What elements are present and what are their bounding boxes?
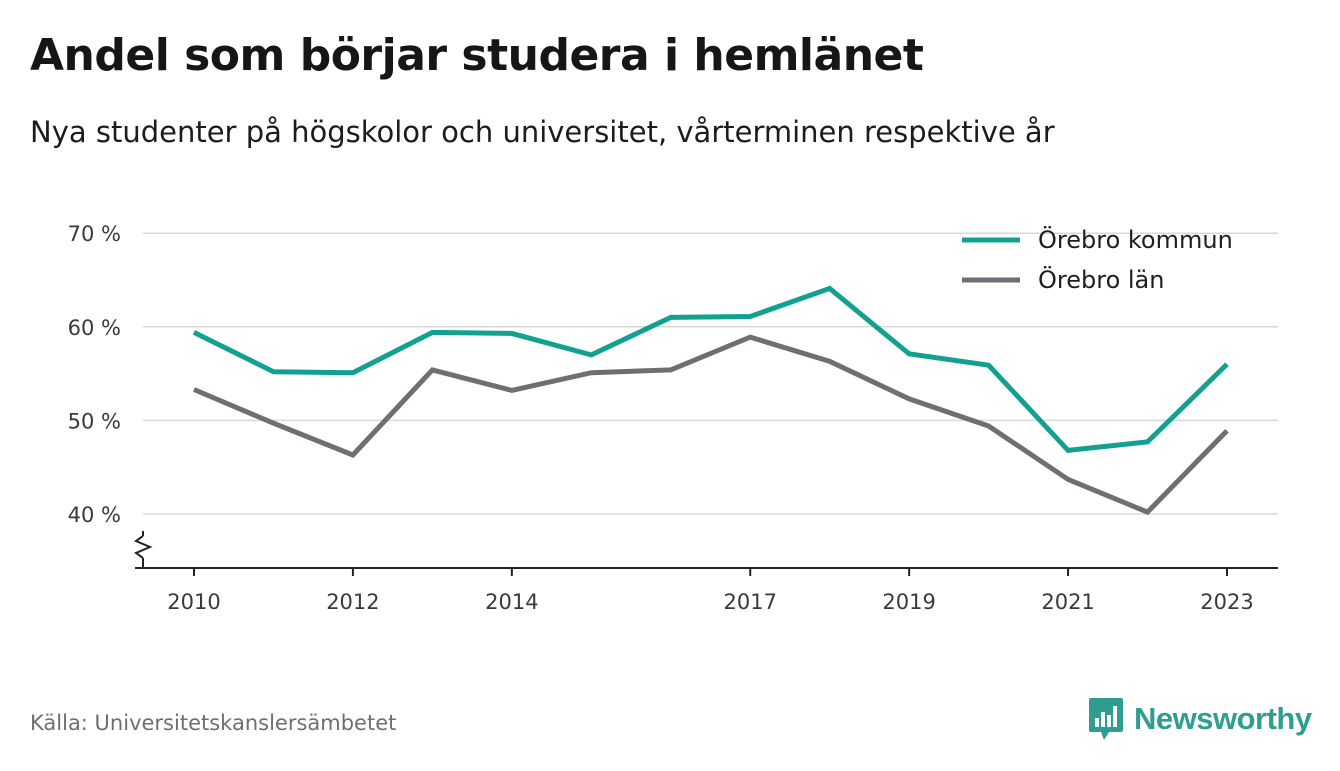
brand-name: Newsworthy — [1134, 701, 1312, 736]
chart-subtitle: Nya studenter på högskolor och universit… — [30, 115, 1055, 149]
series-line-orebro-lan — [193, 334, 1229, 516]
y-tick-label: 50 % — [68, 409, 121, 433]
source-note: Källa: Universitetskanslersämbetet — [30, 711, 397, 735]
x-tick-label: 2012 — [326, 590, 379, 614]
y-tick-label: 40 % — [68, 503, 121, 527]
axis-break-icon — [133, 535, 153, 559]
x-tick-label: 2023 — [1200, 590, 1253, 614]
x-tick-label: 2017 — [724, 590, 777, 614]
x-tick-label: 2014 — [485, 590, 538, 614]
y-tick-label: 70 % — [68, 222, 121, 246]
x-tick-label: 2019 — [882, 590, 935, 614]
legend-label: Örebro kommun — [1038, 225, 1233, 254]
series-line-orebro-kommun — [192, 285, 1229, 454]
bar-chart-speech-bubble-icon — [1089, 698, 1123, 740]
chart-title: Andel som börjar studera i hemlänet — [30, 30, 924, 81]
y-tick-label: 60 % — [68, 316, 121, 340]
line-chart: 40 % 50 % 60 % 70 % 2010 2012 2014 2017 2019 2021… — [68, 222, 1278, 614]
x-tick-label: 2010 — [167, 590, 220, 614]
legend-label: Örebro län — [1038, 265, 1164, 294]
newsworthy-logo: Newsworthy — [1088, 697, 1312, 741]
x-tick-label: 2021 — [1041, 590, 1094, 614]
